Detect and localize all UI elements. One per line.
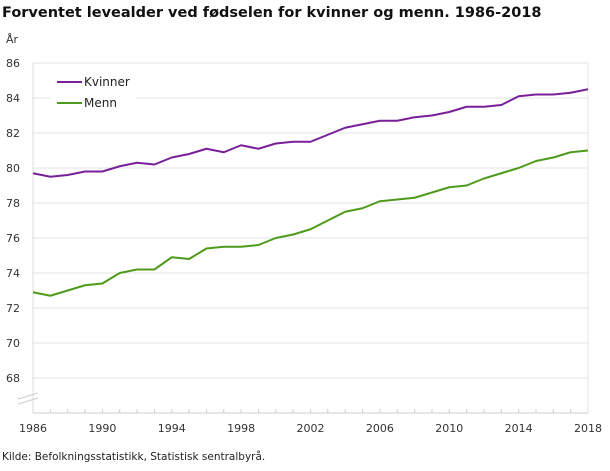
y-tick-label: 82 (6, 127, 20, 140)
legend-label: Menn (84, 96, 117, 110)
x-tick-label: 2014 (505, 422, 533, 435)
series-line-menn (32, 149, 589, 297)
axis-break-marks (17, 392, 39, 405)
y-tick-labels: 68 70 72 74 76 78 80 82 84 86 (6, 57, 20, 385)
x-tick-labels: 1986 1990 1994 1998 2002 2006 2010 2014 2018 (19, 422, 602, 435)
legend: Kvinner Menn (50, 68, 136, 116)
y-tick-label: 68 (6, 372, 20, 385)
legend-label: Kvinner (84, 75, 130, 89)
gridlines (32, 62, 589, 414)
y-tick-label: 76 (6, 232, 20, 245)
legend-background (50, 68, 136, 116)
x-tick-label: 2002 (297, 422, 325, 435)
y-tick-label: 80 (6, 162, 20, 175)
x-tick-label: 1990 (88, 422, 116, 435)
y-tick-label: 70 (6, 337, 20, 350)
x-tick-label: 1994 (158, 422, 186, 435)
x-tick-label: 1986 (19, 422, 47, 435)
source-note: Kilde: Befolkningsstatistikk, Statistisk… (2, 450, 265, 463)
y-axis-label: År (6, 33, 19, 46)
x-tick-label: 2006 (366, 422, 394, 435)
x-tick-label: 2018 (574, 422, 602, 435)
y-tick-label: 78 (6, 197, 20, 210)
series-lines (32, 88, 589, 297)
y-tick-label: 86 (6, 57, 20, 70)
chart-title: Forventet levealder ved fødselen for kvi… (2, 5, 542, 21)
y-tick-label: 74 (6, 267, 20, 280)
series-line-kvinner (32, 88, 589, 178)
y-tick-label: 84 (6, 92, 20, 105)
x-tick-label: 2010 (435, 422, 463, 435)
y-tick-label: 72 (6, 302, 20, 315)
x-tick-label: 1998 (227, 422, 255, 435)
